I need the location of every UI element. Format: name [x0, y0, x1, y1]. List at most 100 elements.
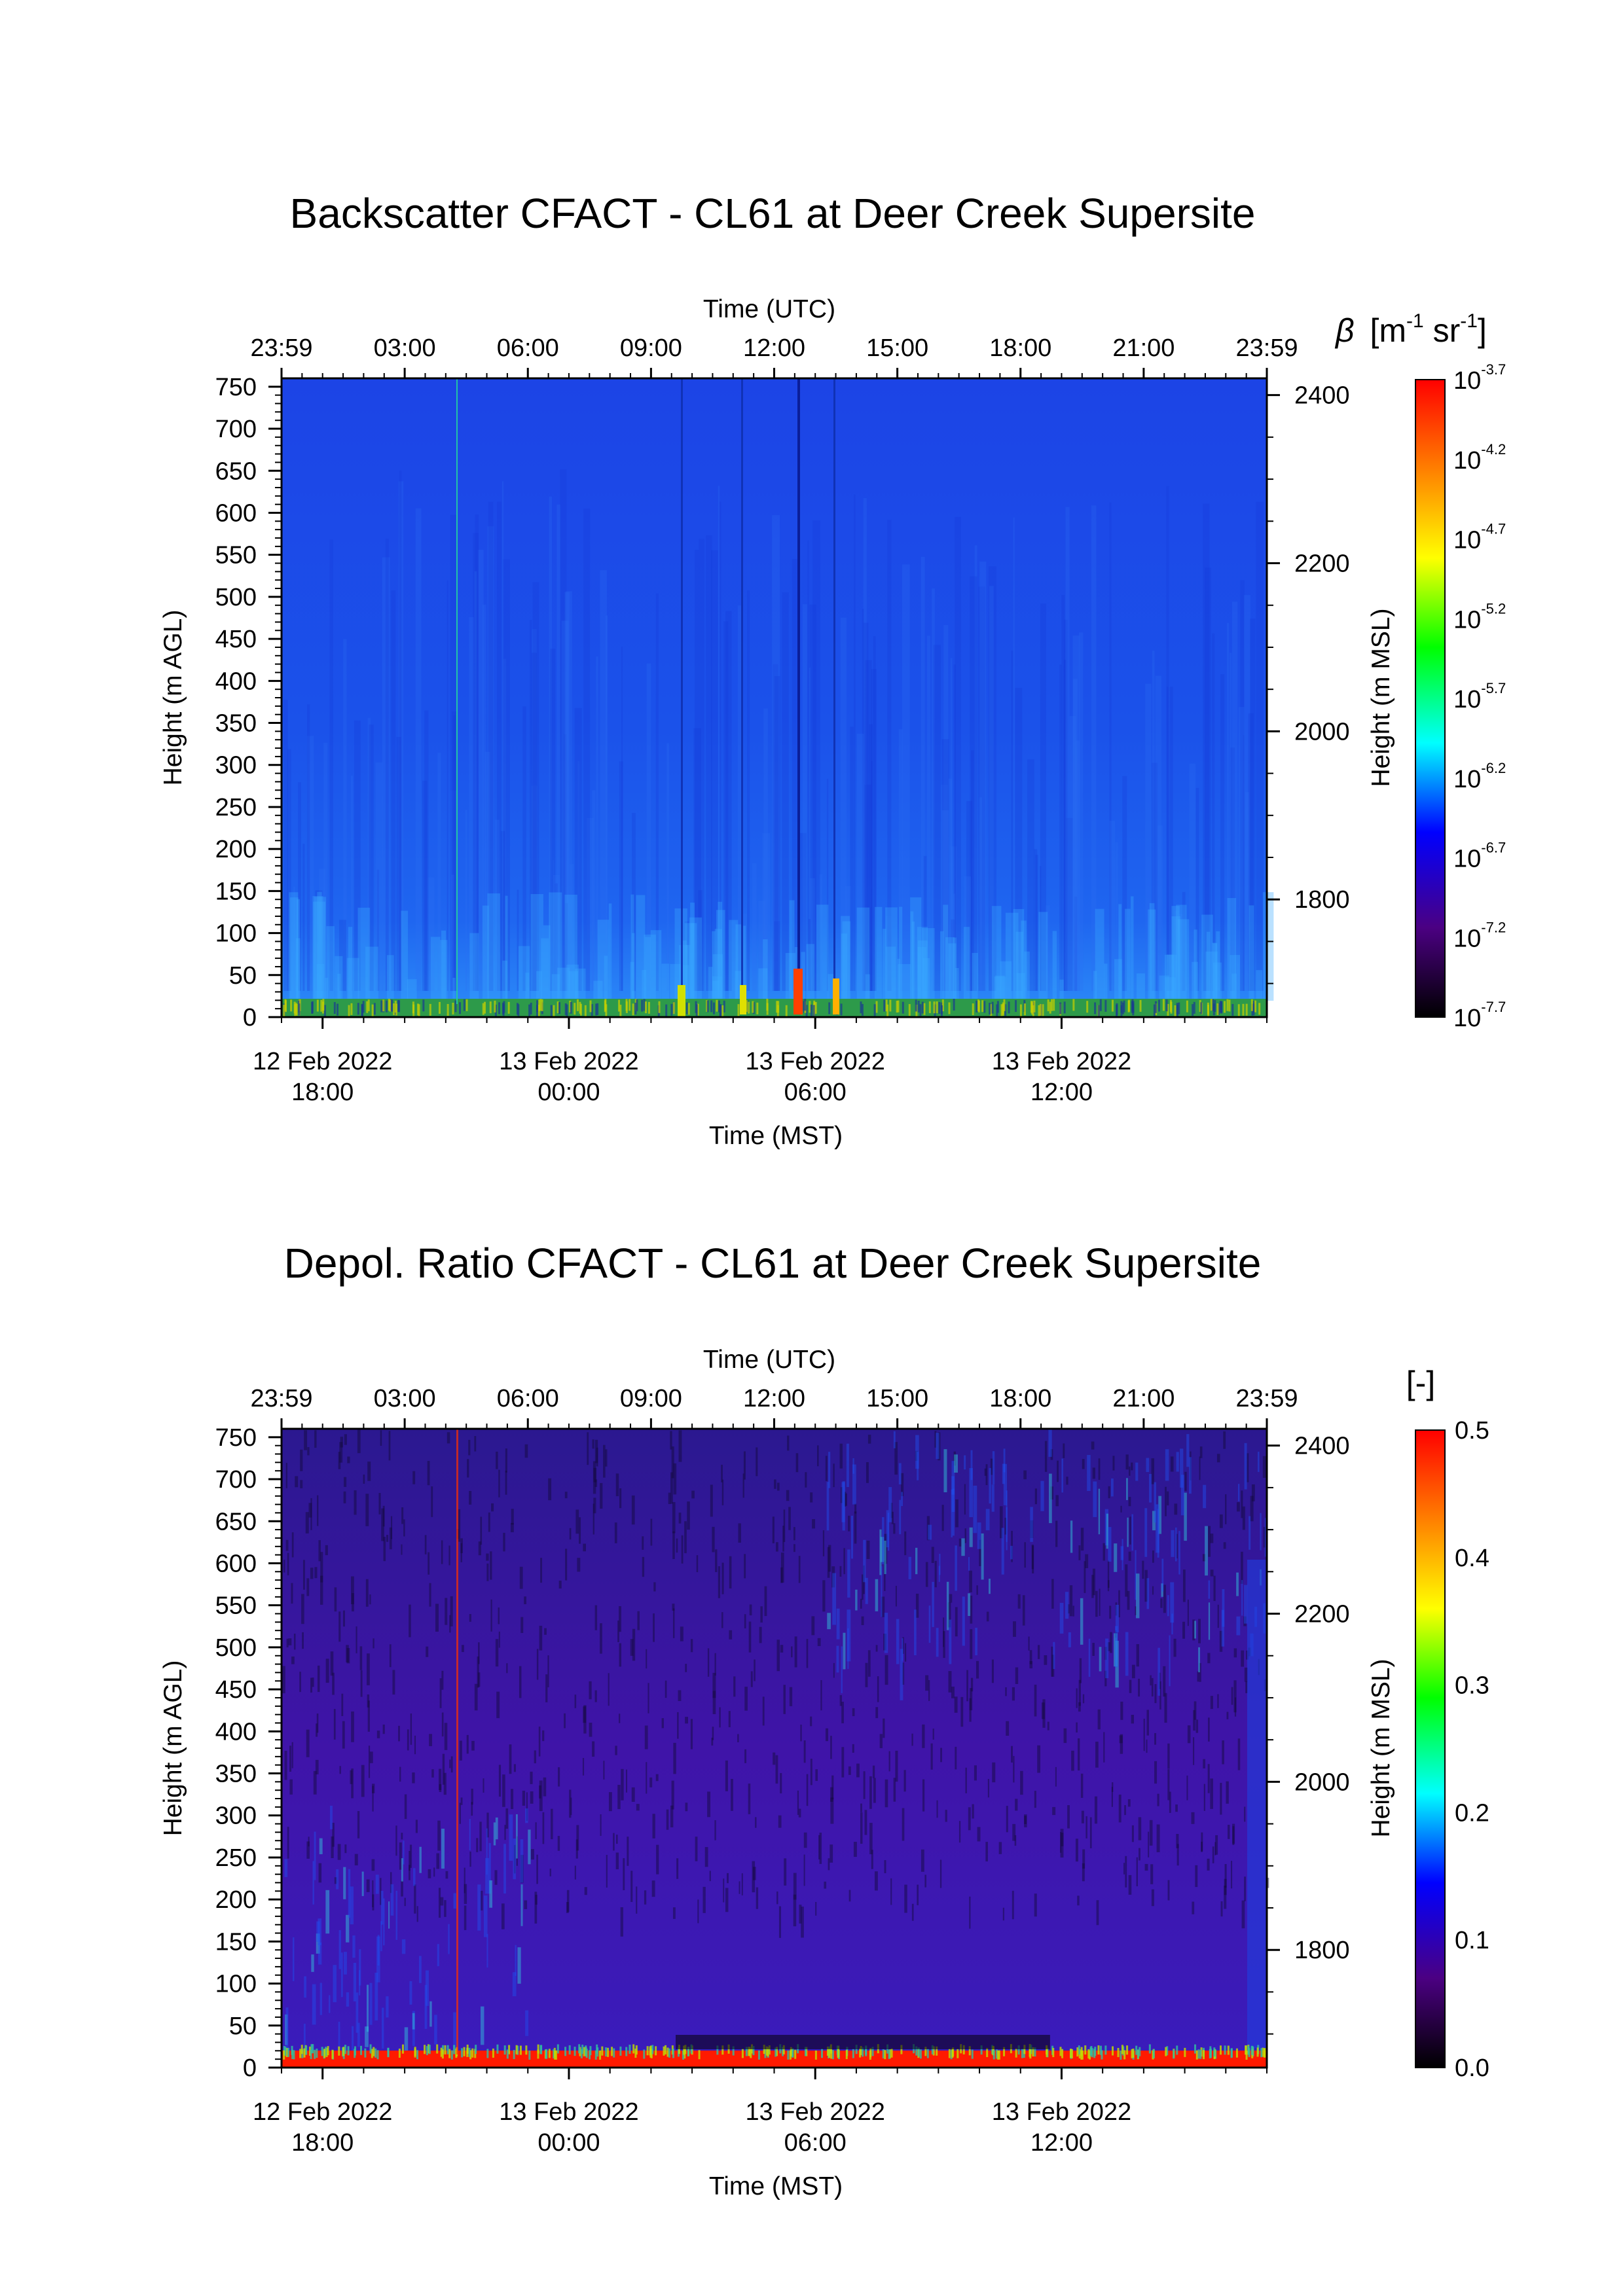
surface-speckle — [1111, 999, 1114, 1012]
surface-speckle — [390, 999, 392, 1012]
dark-speckle — [690, 1719, 693, 1749]
colorbar-tick-label: 10-4.7 — [1453, 521, 1506, 554]
dark-speckle — [673, 1742, 676, 1774]
blue-streak — [380, 1890, 384, 1925]
dark-speckle — [1160, 1598, 1163, 1608]
near-surface-blob — [452, 977, 456, 1001]
surface-speckle — [1024, 1003, 1027, 1016]
surface-speckle — [492, 2048, 494, 2058]
dark-speckle — [460, 1538, 463, 1554]
surface-speckle — [1217, 1003, 1220, 1015]
blue-streak — [343, 1952, 347, 1975]
dark-speckle — [866, 1540, 870, 1559]
bottom-tick-date: 13 Feb 2022 — [746, 1048, 885, 1075]
dark-speckle — [535, 1822, 537, 1840]
blue-streak — [520, 1884, 523, 1926]
near-surface-blob — [636, 895, 646, 1001]
dark-speckle — [440, 1897, 444, 1906]
blue-streak — [369, 1982, 373, 2025]
surface-speckle — [422, 999, 425, 1012]
dark-speckle — [1112, 1782, 1114, 1792]
surface-speckle — [1173, 2049, 1175, 2059]
dark-speckle — [615, 1473, 619, 1497]
left-tick-label: 750 — [215, 1424, 257, 1452]
surface-speckle — [528, 1004, 531, 1016]
bottom-tick-date: 13 Feb 2022 — [992, 1048, 1131, 1075]
blue-streak — [847, 1549, 850, 1598]
dark-speckle — [1187, 1725, 1191, 1744]
field-streak — [553, 874, 560, 991]
dark-speckle — [524, 1444, 528, 1458]
bottom-tick-time: 00:00 — [538, 2129, 600, 2157]
dark-speckle — [825, 1456, 828, 1481]
blue-streak — [1070, 1520, 1073, 1553]
dark-speckle — [992, 1762, 996, 1783]
field-streak — [951, 846, 957, 991]
dark-speckle — [1034, 1684, 1037, 1717]
dark-speckle — [970, 1629, 973, 1659]
blue-streak — [329, 1995, 331, 2013]
surface-speckle — [314, 2049, 316, 2059]
field-streak — [646, 663, 651, 991]
field-streak — [1231, 601, 1238, 991]
surface-speckle — [618, 999, 621, 1012]
surface-speckle — [284, 999, 287, 1011]
dark-speckle — [378, 1493, 381, 1515]
blue-streak — [884, 1613, 888, 1653]
dark-speckle — [1131, 1462, 1133, 1471]
dark-speckle — [1167, 1769, 1170, 1801]
surface-speckle — [1252, 1003, 1255, 1016]
dark-speckle — [646, 1649, 647, 1669]
blue-streak — [365, 2026, 369, 2047]
dark-speckle — [773, 1752, 776, 1765]
field-streak — [1250, 619, 1256, 991]
dark-speckle — [538, 1726, 541, 1757]
dark-speckle — [1006, 1721, 1010, 1736]
dark-speckle — [389, 1644, 392, 1668]
dark-speckle — [1096, 1900, 1099, 1926]
near-surface-blob — [518, 946, 530, 1001]
dark-speckle — [1182, 1621, 1186, 1639]
surface-speckle — [1061, 2049, 1064, 2058]
dark-speckle — [681, 1535, 684, 1564]
dark-speckle — [799, 1905, 802, 1924]
dark-speckle — [471, 1802, 473, 1816]
dark-speckle — [928, 1679, 930, 1701]
blue-streak — [1125, 1478, 1128, 1500]
near-surface-blob — [630, 894, 634, 1001]
right-tick-label: 2200 — [1294, 1601, 1350, 1628]
near-surface-blob — [922, 928, 935, 1001]
surface-speckle — [1078, 2045, 1080, 2055]
dark-speckle — [1210, 1696, 1213, 1710]
dark-speckle — [516, 1836, 518, 1866]
dark-speckle — [286, 1638, 289, 1647]
blue-streak — [884, 1540, 886, 1575]
blue-streak — [1194, 1621, 1196, 1639]
dark-speckle — [1076, 1722, 1078, 1733]
dark-speckle — [965, 1767, 967, 1793]
dark-speckle — [360, 1670, 363, 1697]
field-streak — [966, 800, 972, 991]
dark-speckle — [289, 1746, 292, 1772]
left-tick-label: 250 — [215, 794, 257, 821]
dark-speckle — [308, 1503, 312, 1518]
dark-speckle — [308, 1837, 310, 1847]
left-tick-label: 100 — [215, 920, 257, 948]
surface-speckle — [875, 1001, 878, 1013]
blue-streak — [882, 1516, 884, 1564]
dark-speckle — [969, 1698, 972, 1722]
dark-speckle — [429, 1734, 433, 1746]
colorbar-tick-label: 10-6.7 — [1453, 840, 1506, 873]
field-streak — [1013, 517, 1015, 991]
blue-streak — [951, 1489, 953, 1537]
surface-speckle — [1226, 999, 1229, 1011]
dark-speckle — [1199, 1446, 1203, 1458]
blue-streak — [485, 1857, 489, 1894]
field-streak — [561, 620, 569, 991]
blue-streak — [1208, 1602, 1211, 1640]
dark-speckle — [564, 1713, 566, 1729]
blue-streak — [989, 1467, 991, 1504]
field-streak — [1069, 716, 1076, 991]
dark-speckle — [460, 1543, 463, 1562]
